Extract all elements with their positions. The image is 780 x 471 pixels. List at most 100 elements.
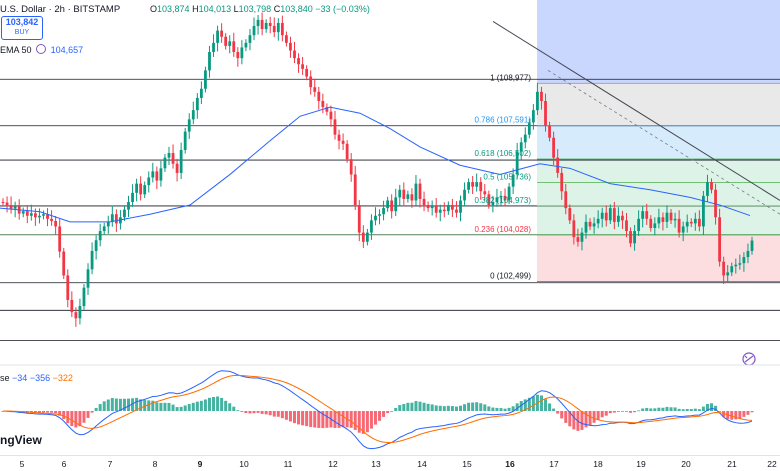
settings-circle-icon[interactable]	[36, 44, 47, 54]
macd-histogram-bar	[527, 397, 531, 411]
macd-histogram-bar	[317, 411, 321, 428]
candle-body	[260, 19, 264, 30]
candle-body	[50, 218, 53, 221]
macd-histogram-bar	[260, 411, 264, 414]
candle-body	[702, 195, 705, 227]
candle-body	[608, 208, 612, 221]
macd-histogram-bar	[463, 404, 467, 411]
candle-body	[442, 209, 446, 212]
candle-body	[426, 205, 430, 209]
x-tick-label: 17	[549, 459, 559, 469]
macd-legend[interactable]: se −34 −356 −322	[0, 373, 73, 383]
macd-histogram-bar	[41, 411, 45, 413]
macd-histogram-bar	[697, 409, 701, 411]
fib-labels: 1 (108,977) 0.786 (107,591) 0.618 (106,502…	[475, 73, 532, 280]
candle-body	[78, 306, 82, 319]
macd-histogram-bar	[333, 411, 337, 428]
macd-histogram-bar	[203, 399, 207, 411]
candle-body	[183, 131, 187, 150]
macd-histogram-bar	[353, 411, 357, 430]
macd-histogram-bar	[244, 411, 248, 414]
fib-label-1: 0.786 (107,591)	[475, 116, 532, 125]
candle-body	[511, 174, 515, 187]
macd-histogram-bar	[369, 411, 373, 429]
candle-body	[127, 201, 130, 210]
candle-body	[337, 134, 341, 141]
candle-body	[9, 205, 13, 209]
candle-body	[66, 275, 70, 300]
macd-histogram-bar	[50, 411, 54, 413]
candle-body	[479, 182, 483, 192]
candle-body	[220, 30, 224, 37]
candle-body	[625, 220, 628, 232]
macd-histogram-bar	[665, 406, 669, 411]
candle-body	[268, 22, 272, 27]
candle-body	[365, 232, 369, 242]
candle-body	[272, 26, 276, 33]
ohlc-readout: O103,874 H104,013 L103,798 C103,840 −33 …	[150, 4, 370, 14]
candle-body	[455, 209, 458, 213]
macd-value-2: −356	[29, 373, 51, 383]
macd-histogram-bar	[734, 411, 738, 420]
ema50-line	[0, 106, 751, 223]
macd-histogram-bar	[228, 403, 232, 411]
candle-body	[159, 168, 163, 181]
macd-histogram-bar	[568, 411, 572, 427]
candle-body	[519, 142, 523, 152]
macd-histogram-bar	[584, 411, 588, 428]
candle-body	[418, 183, 422, 199]
x-tick-label: 19	[636, 459, 646, 469]
macd-histogram-bar	[523, 399, 527, 411]
candle-body	[293, 50, 296, 59]
candle-body	[42, 214, 45, 216]
macd-histogram-bar	[714, 405, 718, 411]
candle-body	[710, 182, 713, 190]
macd-histogram-bar	[750, 411, 754, 413]
candle-body	[167, 153, 171, 158]
macd-histogram-bar	[701, 406, 705, 411]
macd-histogram-bar	[685, 409, 689, 411]
buy-price-button[interactable]: 103,842 BUY	[1, 16, 43, 40]
macd-histogram-bar	[106, 399, 110, 411]
macd-histogram-bar	[503, 408, 507, 411]
buy-label: BUY	[14, 29, 30, 36]
candle-body	[661, 217, 665, 222]
candle-body	[382, 208, 385, 215]
macd-histogram-bar	[82, 411, 86, 423]
candle-body	[317, 91, 321, 101]
macd-histogram-bar	[710, 403, 714, 411]
macd-histogram-bar	[268, 411, 272, 416]
macd-histogram-bar	[297, 411, 301, 425]
candle-body	[321, 100, 325, 108]
macd-histogram-bar	[309, 411, 313, 428]
macd-histogram-bar	[718, 411, 722, 412]
scale-icon-mark	[744, 355, 754, 363]
symbol-title[interactable]: U.S. Dollar · 2h · BITSTAMP	[0, 4, 121, 15]
macd-histogram-bar	[475, 402, 479, 411]
candle-body	[572, 220, 576, 238]
candle-body	[742, 257, 746, 264]
candle-body	[155, 171, 159, 181]
macd-histogram-bar	[499, 408, 503, 411]
candle-body	[135, 183, 139, 193]
candle-body	[657, 217, 661, 224]
candle-body	[341, 140, 345, 144]
macd-histogram-bar	[596, 411, 600, 421]
candle-body	[746, 250, 750, 258]
candle-body	[349, 159, 353, 175]
macd-histogram-bar	[491, 407, 495, 411]
candle-body	[378, 214, 381, 216]
candle-body	[252, 26, 256, 36]
candle-body	[151, 171, 155, 178]
ema-indicator-legend[interactable]: EMA 50 104,657	[0, 44, 83, 55]
candle-body	[228, 41, 232, 46]
macd-histogram-bar	[414, 401, 418, 411]
macd-histogram-bar	[183, 405, 187, 411]
macd-histogram-bar	[216, 396, 220, 411]
candle-body	[677, 218, 681, 233]
candle-body	[596, 218, 600, 224]
macd-histogram-bar	[365, 411, 369, 433]
candle-body	[471, 182, 475, 187]
candle-body	[248, 35, 252, 43]
macd-histogram-bar	[58, 411, 62, 416]
